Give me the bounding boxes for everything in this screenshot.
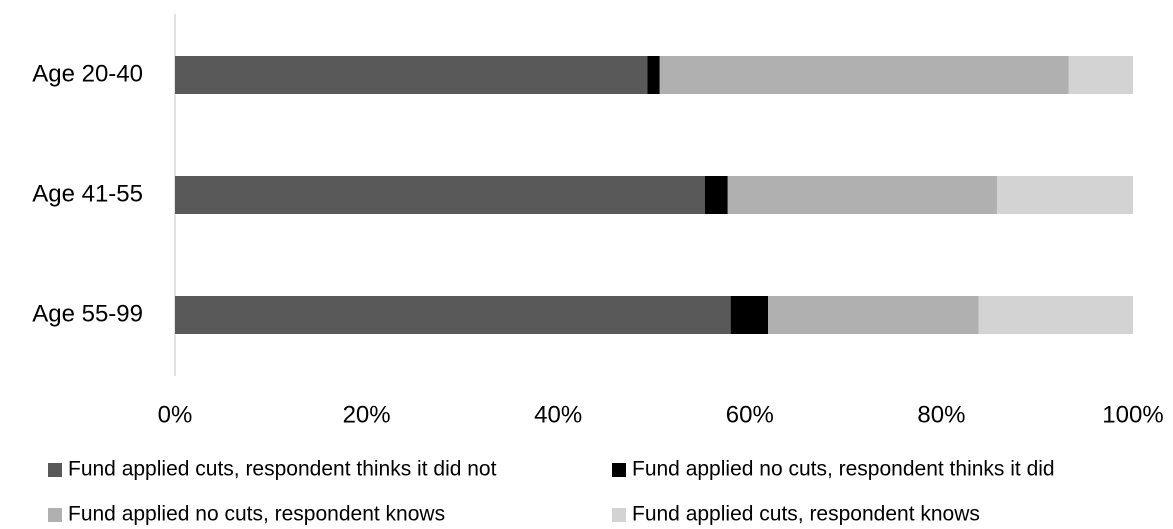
bar-segment xyxy=(647,56,660,94)
bar-segment xyxy=(659,56,1069,94)
bar-segment xyxy=(175,296,731,334)
bar-segment xyxy=(175,56,648,94)
legend-swatch xyxy=(612,463,626,477)
bar-segment xyxy=(978,296,1133,334)
y-tick-label: Age 55-99 xyxy=(32,300,143,327)
y-tick-label: Age 41-55 xyxy=(32,180,143,207)
x-tick-label: 20% xyxy=(343,401,391,428)
bar-segment xyxy=(727,176,997,214)
legend-label: Fund applied no cuts, respondent thinks … xyxy=(632,458,1055,481)
bar-segment xyxy=(730,296,769,334)
legend-label: Fund applied cuts, respondent knows xyxy=(632,503,980,526)
legend-swatch xyxy=(48,463,62,477)
bar-segment xyxy=(996,176,1133,214)
legend-label: Fund applied cuts, respondent thinks it … xyxy=(68,458,497,481)
bar-segment xyxy=(768,296,979,334)
bar-segment xyxy=(1068,56,1133,94)
x-tick-label: 40% xyxy=(534,401,582,428)
legend-swatch xyxy=(48,508,62,522)
bar-segment xyxy=(175,176,705,214)
y-tick-label: Age 20-40 xyxy=(32,60,143,87)
x-tick-label: 100% xyxy=(1102,401,1163,428)
legend-label: Fund applied no cuts, respondent knows xyxy=(68,503,445,526)
x-tick-label: 80% xyxy=(917,401,965,428)
x-tick-label: 0% xyxy=(158,401,193,428)
x-tick-label: 60% xyxy=(726,401,774,428)
legend-swatch xyxy=(612,508,626,522)
bar-segment xyxy=(704,176,728,214)
